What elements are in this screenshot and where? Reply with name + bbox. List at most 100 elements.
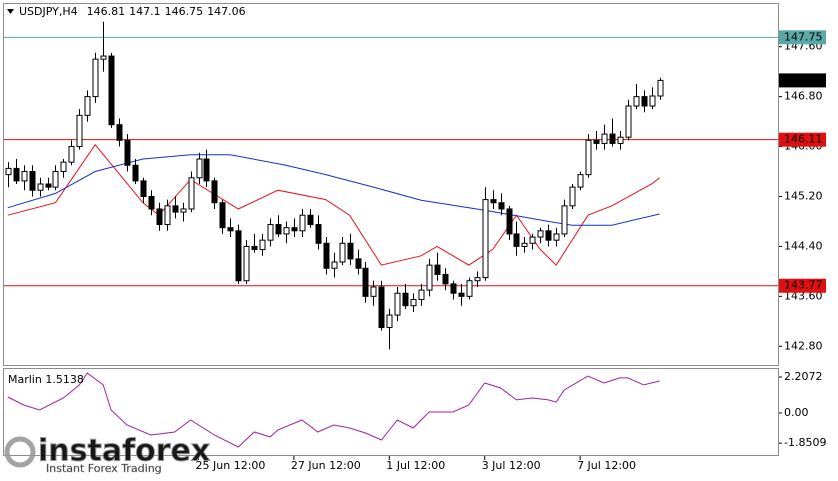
candle-bear bbox=[275, 224, 282, 235]
candle-bull bbox=[410, 298, 417, 307]
candle-bear bbox=[124, 139, 131, 166]
candle-bull bbox=[84, 96, 91, 116]
candle-bull bbox=[482, 199, 489, 279]
ohlc-close: 147.06 bbox=[207, 5, 246, 18]
candle-bull bbox=[196, 158, 203, 179]
price-line-label: 143.77 bbox=[784, 279, 823, 292]
main-frame bbox=[3, 3, 779, 366]
candle-bull bbox=[418, 289, 425, 300]
candle-bull bbox=[394, 292, 401, 316]
candle-bear bbox=[45, 183, 52, 188]
current-price-label: 147.06 bbox=[784, 73, 823, 86]
symbol-menu-arrow[interactable] bbox=[7, 9, 14, 14]
candle-bull bbox=[21, 171, 28, 182]
candle-bull bbox=[164, 205, 171, 226]
symbol-title: USDJPY,H4 146.81 147.1 146.75 147.06 bbox=[19, 5, 246, 18]
candle-bear bbox=[434, 264, 441, 276]
price-line-label: 146.11 bbox=[784, 133, 823, 146]
candle-bear bbox=[203, 158, 210, 182]
candle-bear bbox=[355, 258, 362, 269]
y-tick-label: 144.40 bbox=[784, 239, 823, 252]
main-pane: 147.60146.80146.00145.20144.40143.60142.… bbox=[3, 21, 823, 352]
candle-bull bbox=[529, 236, 536, 244]
candle-bull bbox=[386, 314, 393, 329]
candle-bear bbox=[148, 195, 155, 210]
candle-bear bbox=[108, 55, 115, 126]
candle-bull bbox=[339, 242, 346, 263]
candle-bull bbox=[259, 239, 266, 251]
watermark-brand: instaforex bbox=[38, 434, 210, 469]
candle-bear bbox=[498, 202, 505, 210]
candle-bear bbox=[140, 180, 147, 197]
price-line-label-bg bbox=[779, 30, 826, 45]
candle-bull bbox=[521, 242, 528, 247]
candle-bull bbox=[37, 183, 44, 191]
candle-bear bbox=[506, 208, 513, 235]
candle-bear bbox=[156, 208, 163, 226]
x-tick-label: 7 Jul 12:00 bbox=[577, 459, 636, 472]
candle-bear bbox=[13, 167, 20, 182]
candle-bull bbox=[370, 286, 377, 297]
candle-bear bbox=[402, 292, 409, 307]
candle-bull bbox=[243, 245, 250, 282]
candle-bear bbox=[609, 133, 616, 144]
candle-bull bbox=[267, 224, 274, 241]
candle-bull bbox=[331, 261, 338, 269]
ohlc-open: 146.81 bbox=[87, 5, 126, 18]
price-line-label-bg bbox=[779, 132, 826, 147]
x-tick-label: 3 Jul 12:00 bbox=[482, 459, 541, 472]
candle-bear bbox=[593, 139, 600, 144]
y-tick-label: 2.2072 bbox=[784, 370, 823, 383]
current-price-bg bbox=[779, 73, 826, 88]
candle-bear bbox=[251, 245, 258, 251]
candle-bull bbox=[5, 167, 12, 176]
candle-bull bbox=[474, 277, 481, 282]
candle-bear bbox=[347, 242, 354, 260]
indicator-line bbox=[7, 372, 660, 448]
candle-bear bbox=[211, 180, 218, 204]
candle-bear bbox=[227, 227, 234, 232]
candle-bull bbox=[180, 208, 187, 213]
y-tick-label: 142.80 bbox=[784, 339, 823, 352]
candle-bull bbox=[569, 186, 576, 207]
candle-bear bbox=[116, 124, 123, 141]
candle-bull bbox=[52, 171, 59, 188]
candle-bear bbox=[513, 233, 520, 247]
candle-bear bbox=[219, 202, 226, 229]
candle-bear bbox=[291, 227, 298, 232]
candle-bull bbox=[625, 105, 632, 138]
candle-bull bbox=[60, 161, 67, 173]
candle-bear bbox=[641, 96, 648, 107]
candle-bear bbox=[132, 164, 139, 182]
candle-bull bbox=[585, 139, 592, 176]
candle-bull bbox=[68, 146, 75, 163]
candle-bull bbox=[601, 133, 608, 144]
candle-bull bbox=[657, 79, 664, 97]
candle-bull bbox=[466, 280, 473, 297]
y-tick-label: 145.20 bbox=[784, 189, 823, 202]
candle-bear bbox=[458, 292, 465, 297]
candle-bear bbox=[315, 224, 322, 244]
candle-bull bbox=[283, 227, 290, 235]
candle-bull bbox=[426, 264, 433, 291]
candle-bull bbox=[537, 230, 544, 238]
candle-bear bbox=[29, 171, 36, 191]
candle-bull bbox=[299, 214, 306, 232]
price-line-label: 147.75 bbox=[784, 30, 823, 43]
overlay-layer: 25 Jun 12:00 27 Jun 12:00 1 Jul 12:00 3 Jul… bbox=[196, 30, 826, 472]
candle-bull bbox=[577, 174, 584, 188]
candle-bull bbox=[553, 233, 560, 241]
watermark-logo bbox=[4, 436, 36, 468]
candle-bear bbox=[307, 214, 314, 226]
watermark-tagline: Instant Forex Trading bbox=[46, 462, 162, 475]
candle-bull bbox=[92, 58, 99, 98]
y-tick-label: 0.00 bbox=[784, 406, 809, 419]
candle-bear bbox=[323, 242, 330, 269]
x-tick-label: 25 Jun 12:00 bbox=[196, 459, 266, 472]
candle-bear bbox=[450, 283, 457, 294]
candle-bull bbox=[188, 177, 195, 210]
candle-bear bbox=[490, 199, 497, 204]
candle-bear bbox=[362, 267, 369, 297]
